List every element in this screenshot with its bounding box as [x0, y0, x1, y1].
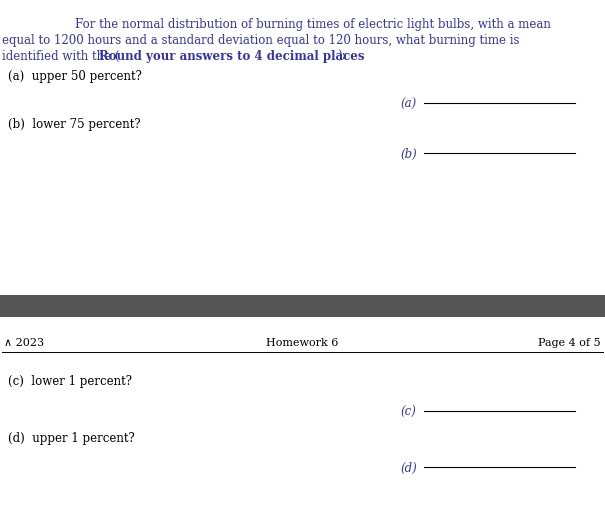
Text: Page 4 of 5: Page 4 of 5: [538, 338, 601, 348]
Text: ∧ 2023: ∧ 2023: [4, 338, 44, 348]
Text: (c): (c): [400, 406, 416, 419]
Text: Homework 6: Homework 6: [266, 338, 339, 348]
Text: (a): (a): [400, 98, 416, 111]
Text: ):: ):: [337, 50, 345, 63]
Text: (a)  upper 50 percent?: (a) upper 50 percent?: [8, 70, 142, 83]
Bar: [0, 295, 605, 317]
Text: (d): (d): [400, 462, 417, 475]
Text: For the normal distribution of burning times of electric light bulbs, with a mea: For the normal distribution of burning t…: [75, 18, 551, 31]
Text: (c)  lower 1 percent?: (c) lower 1 percent?: [8, 375, 132, 388]
Text: (d)  upper 1 percent?: (d) upper 1 percent?: [8, 432, 135, 445]
Text: (b): (b): [400, 148, 417, 161]
Text: (b)  lower 75 percent?: (b) lower 75 percent?: [8, 118, 140, 131]
Text: identified with the (: identified with the (: [2, 50, 120, 63]
Text: equal to 1200 hours and a standard deviation equal to 120 hours, what burning ti: equal to 1200 hours and a standard devia…: [2, 34, 520, 47]
Text: Round your answers to 4 decimal places: Round your answers to 4 decimal places: [99, 50, 364, 63]
